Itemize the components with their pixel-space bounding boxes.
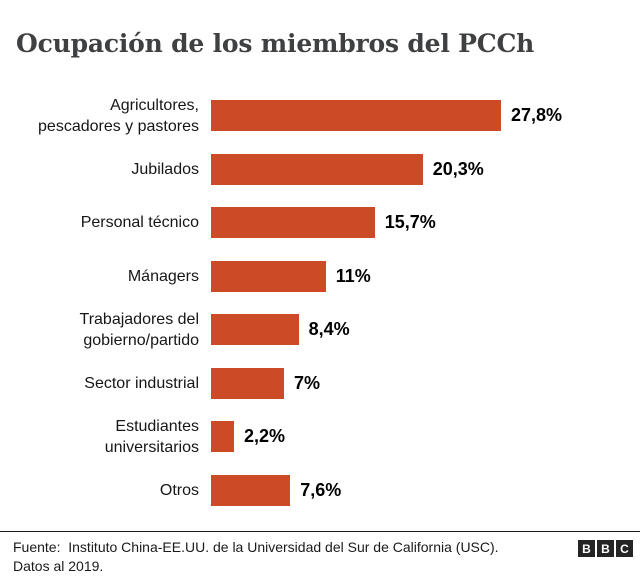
- category-label-line: Agricultores,: [110, 96, 199, 114]
- category-label: Otros: [15, 480, 211, 501]
- bbc-logo-letter: C: [616, 540, 633, 557]
- bbc-logo: B B C: [578, 540, 633, 557]
- category-label: Trabajadores del gobierno/partido: [15, 309, 211, 351]
- category-label-line: Jubilados: [131, 160, 199, 178]
- category-label-line: Otros: [159, 481, 199, 499]
- value-label: 8,4%: [308, 319, 350, 340]
- category-label-line: Estudiantes: [115, 417, 199, 435]
- value-label: 7,6%: [300, 479, 342, 500]
- chart-row: Mánagers 11%: [0, 250, 640, 304]
- value-label: 15,7%: [384, 212, 436, 233]
- chart-row: Estudiantes universitarios 2,2%: [0, 410, 640, 464]
- chart-row: Otros 7,6%: [0, 464, 640, 518]
- chart-row: Personal técnico 15,7%: [0, 196, 640, 250]
- source-text: Fuente: Instituto China-EE.UU. de la Uni…: [13, 538, 499, 576]
- chart-row: Trabajadores del gobierno/partido 8,4%: [0, 303, 640, 357]
- source-line-2: Datos al 2019.: [13, 558, 104, 574]
- category-label-line: gobierno/partido: [83, 331, 199, 349]
- category-label: Personal técnico: [15, 212, 211, 233]
- chart-row: Jubilados 20,3%: [0, 143, 640, 197]
- category-label: Agricultores, pescadores y pastores: [15, 95, 211, 137]
- bbc-logo-letter: B: [597, 540, 614, 557]
- value-label: 7%: [294, 372, 321, 393]
- bar: [211, 100, 501, 132]
- bar: [211, 421, 234, 453]
- bar: [211, 260, 326, 292]
- bar: [211, 207, 375, 239]
- footer: Fuente: Instituto China-EE.UU. de la Uni…: [0, 532, 640, 576]
- category-label-line: Trabajadores del: [79, 310, 199, 328]
- category-label-line: Personal técnico: [80, 214, 199, 232]
- category-label-line: Mánagers: [127, 267, 199, 285]
- category-label: Mánagers: [15, 266, 211, 287]
- bar: [211, 474, 291, 506]
- footer-divider: [0, 531, 640, 532]
- category-label-line: Sector industrial: [84, 374, 199, 392]
- value-label: 11%: [335, 265, 371, 286]
- source-line-1: Fuente: Instituto China-EE.UU. de la Uni…: [13, 539, 499, 555]
- chart-row: Agricultores, pescadores y pastores 27,8%: [0, 89, 640, 143]
- bar-chart: Agricultores, pescadores y pastores 27,8% J…: [0, 89, 640, 517]
- category-label: Estudiantes universitarios: [15, 416, 211, 458]
- category-label: Jubilados: [15, 159, 211, 180]
- category-label: Sector industrial: [15, 373, 211, 394]
- chart-row: Sector industrial 7%: [0, 357, 640, 411]
- category-label-line: pescadores y pastores: [38, 117, 199, 135]
- value-label: 27,8%: [511, 105, 563, 126]
- bar: [211, 367, 285, 399]
- value-label: 20,3%: [432, 158, 484, 179]
- bar: [211, 314, 299, 346]
- chart-title: Ocupación de los miembros del PCCh: [16, 29, 535, 58]
- category-label-line: universitarios: [104, 438, 199, 456]
- bbc-logo-letter: B: [578, 540, 595, 557]
- bar: [211, 153, 423, 185]
- value-label: 2,2%: [243, 426, 285, 447]
